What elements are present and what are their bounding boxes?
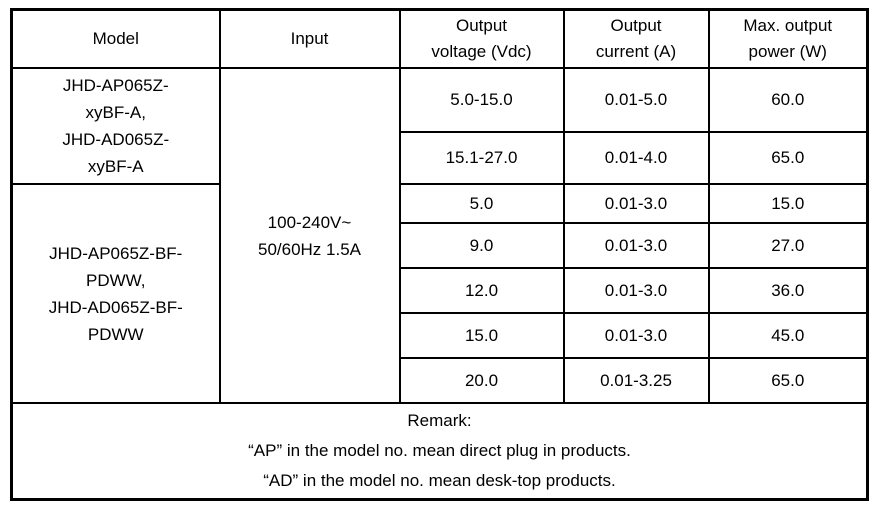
cell-voltage: 20.0 — [398, 357, 565, 404]
cell-current: 0.01-5.0 — [562, 67, 710, 133]
cell-voltage: 15.1-27.0 — [398, 131, 565, 185]
header-output-current: Output current (A) — [562, 8, 710, 69]
cell-current: 0.01-3.0 — [562, 222, 710, 269]
cell-power: 27.0 — [707, 222, 869, 269]
remark-line-ap: “AP” in the model no. mean direct plug i… — [248, 441, 631, 460]
cell-voltage: 5.0-15.0 — [398, 67, 565, 133]
cell-voltage: 5.0 — [398, 183, 565, 224]
cell-voltage: 15.0 — [398, 312, 565, 359]
cell-power: 65.0 — [707, 131, 869, 185]
table-row: 20.0 0.01-3.25 65.0 — [12, 357, 869, 404]
header-model: Model — [10, 8, 221, 69]
cell-current: 0.01-3.0 — [562, 267, 710, 314]
header-max-output-power: Max. output power (W) — [707, 8, 869, 69]
table-row: 15.1-27.0 0.01-4.0 65.0 — [12, 131, 869, 185]
cell-model-group-2: JHD-AP065Z-BF- PDWW, JHD-AD065Z-BF- PDWW — [10, 183, 221, 404]
cell-voltage: 12.0 — [398, 267, 565, 314]
cell-power: 45.0 — [707, 312, 869, 359]
table-row: JHD-AP065Z-BF- PDWW, JHD-AD065Z-BF- PDWW… — [10, 183, 869, 404]
remark-cell: Remark: “AP” in the model no. mean direc… — [10, 402, 869, 501]
cell-current: 0.01-4.0 — [562, 131, 710, 185]
cell-current: 0.01-3.0 — [562, 312, 710, 359]
cell-current: 0.01-3.25 — [562, 357, 710, 404]
cell-power: 60.0 — [707, 67, 869, 133]
table-row: 15.0 0.01-3.0 45.0 — [12, 312, 869, 359]
header-input: Input — [218, 8, 401, 69]
cell-power: 36.0 — [707, 267, 869, 314]
remark-line-ad: “AD” in the model no. mean desk-top prod… — [263, 471, 616, 490]
cell-power: 15.0 — [707, 183, 869, 224]
cell-current: 0.01-3.0 — [562, 183, 710, 224]
header-row: Model Input Output voltage (Vdc) Output … — [10, 8, 869, 69]
table-row: JHD-AP065Z- xyBF-A, JHD-AD065Z- xyBF-A 1… — [10, 67, 869, 404]
table-row: 12.0 0.01-3.0 36.0 — [12, 267, 869, 314]
cell-input: 100-240V~ 50/60Hz 1.5A — [218, 67, 401, 404]
cell-model-group-1: JHD-AP065Z- xyBF-A, JHD-AD065Z- xyBF-A — [10, 67, 221, 185]
header-output-voltage: Output voltage (Vdc) — [398, 8, 565, 69]
power-spec-table: Model Input Output voltage (Vdc) Output … — [10, 8, 869, 501]
table-row: 9.0 0.01-3.0 27.0 — [12, 222, 869, 269]
remark-title: Remark: — [407, 411, 472, 430]
cell-power: 65.0 — [707, 357, 869, 404]
cell-voltage: 9.0 — [398, 222, 565, 269]
remark-row: Remark: “AP” in the model no. mean direc… — [10, 402, 869, 501]
